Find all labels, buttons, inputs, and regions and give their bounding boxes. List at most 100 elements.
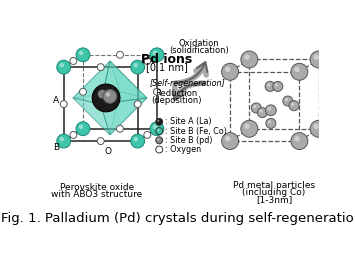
Circle shape (144, 58, 151, 64)
Circle shape (79, 125, 83, 129)
Circle shape (133, 63, 138, 67)
Circle shape (76, 48, 90, 62)
Circle shape (150, 48, 164, 62)
Circle shape (70, 131, 77, 138)
Circle shape (131, 134, 144, 148)
Circle shape (266, 118, 276, 128)
Circle shape (265, 81, 275, 91)
Polygon shape (110, 92, 147, 135)
Circle shape (80, 88, 87, 95)
Text: : Site B (pd): : Site B (pd) (165, 136, 212, 145)
FancyArrowPatch shape (175, 65, 206, 83)
Circle shape (310, 51, 327, 68)
Text: Fig. 1. Palladium (Pd) crystals during self-regeneration: Fig. 1. Palladium (Pd) crystals during s… (1, 212, 355, 225)
Circle shape (244, 54, 250, 60)
Circle shape (244, 124, 250, 129)
Circle shape (291, 63, 308, 80)
Circle shape (156, 146, 163, 153)
Circle shape (92, 84, 120, 112)
Circle shape (313, 124, 319, 129)
Circle shape (116, 51, 124, 58)
Polygon shape (101, 98, 147, 135)
Circle shape (222, 63, 239, 80)
Circle shape (103, 90, 117, 103)
Polygon shape (73, 92, 120, 135)
Text: (solidification): (solidification) (169, 46, 229, 55)
Text: Pd metal particles: Pd metal particles (233, 181, 315, 190)
Text: A: A (53, 96, 59, 105)
Text: (deposition): (deposition) (151, 96, 201, 105)
Circle shape (313, 54, 319, 60)
Circle shape (268, 120, 271, 124)
Circle shape (310, 120, 327, 137)
Text: Reduction: Reduction (155, 89, 197, 98)
Circle shape (79, 51, 83, 55)
Text: : Site B (Fe, Co): : Site B (Fe, Co) (165, 127, 226, 135)
Circle shape (285, 98, 288, 101)
Circle shape (251, 103, 261, 113)
Circle shape (156, 137, 163, 144)
Circle shape (157, 138, 159, 140)
Circle shape (294, 136, 300, 141)
Circle shape (241, 51, 258, 68)
Circle shape (241, 120, 258, 137)
Circle shape (156, 118, 163, 125)
Text: [1-3nm]: [1-3nm] (256, 195, 292, 204)
Circle shape (283, 96, 293, 106)
Circle shape (225, 136, 230, 141)
Circle shape (76, 122, 90, 136)
Circle shape (273, 81, 283, 91)
Circle shape (257, 108, 267, 118)
Circle shape (266, 105, 276, 116)
Circle shape (150, 122, 164, 136)
Circle shape (291, 133, 308, 150)
Circle shape (116, 125, 124, 132)
Circle shape (153, 125, 157, 129)
Circle shape (60, 101, 67, 108)
Circle shape (106, 92, 110, 97)
Circle shape (97, 138, 104, 144)
Text: O: O (105, 147, 112, 156)
Text: [0.1 nm]: [0.1 nm] (146, 62, 188, 72)
Circle shape (253, 105, 256, 108)
Polygon shape (73, 61, 110, 104)
Circle shape (225, 67, 230, 72)
Circle shape (289, 101, 299, 111)
Circle shape (260, 110, 263, 113)
Circle shape (156, 128, 163, 134)
Circle shape (57, 134, 71, 148)
FancyArrowPatch shape (173, 83, 204, 100)
Text: : Oxygen: : Oxygen (165, 145, 201, 154)
Text: B: B (53, 143, 59, 152)
Circle shape (57, 60, 71, 74)
Text: Perovskite oxide: Perovskite oxide (60, 183, 134, 192)
Polygon shape (101, 61, 147, 104)
Circle shape (144, 131, 151, 138)
Circle shape (97, 64, 104, 71)
Circle shape (60, 137, 64, 141)
Circle shape (153, 51, 157, 55)
Circle shape (157, 129, 159, 131)
Text: Oxidation: Oxidation (179, 39, 220, 48)
Polygon shape (73, 98, 110, 135)
Circle shape (131, 60, 144, 74)
Circle shape (133, 137, 138, 141)
Polygon shape (73, 61, 120, 98)
Circle shape (60, 63, 64, 67)
Circle shape (70, 58, 77, 64)
Circle shape (222, 133, 239, 150)
Circle shape (134, 101, 141, 108)
FancyArrowPatch shape (175, 83, 204, 97)
Circle shape (157, 120, 159, 122)
Text: Pd ions: Pd ions (141, 53, 192, 66)
Text: with ABO3 structure: with ABO3 structure (51, 190, 142, 199)
Text: (including Co): (including Co) (242, 188, 306, 197)
FancyArrowPatch shape (175, 62, 207, 83)
Circle shape (267, 83, 270, 87)
Polygon shape (110, 61, 147, 98)
Circle shape (294, 67, 300, 72)
Text: : Site A (La): : Site A (La) (165, 117, 211, 126)
Circle shape (268, 107, 271, 110)
Circle shape (275, 83, 278, 87)
Circle shape (98, 90, 106, 99)
